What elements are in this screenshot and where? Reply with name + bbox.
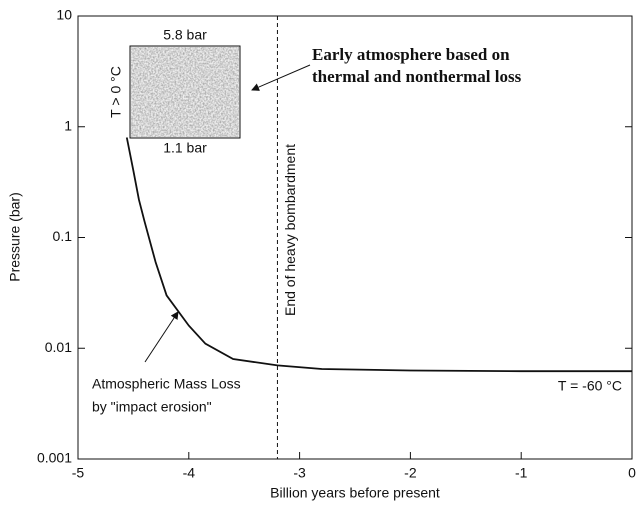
x-tick-label: -2 (404, 465, 417, 481)
y-tick-label: 10 (56, 7, 72, 23)
inset-side-label: T > 0 °C (108, 66, 124, 118)
annotation: Early atmosphere based on (312, 45, 510, 64)
annotation: Atmospheric Mass Loss (92, 376, 241, 392)
y-tick-label: 0.001 (37, 450, 72, 466)
inset-bottom-label: 1.1 bar (163, 140, 207, 156)
annotation: by "impact erosion" (92, 399, 212, 415)
x-tick-label: -1 (515, 465, 528, 481)
x-tick-label: 0 (628, 465, 636, 481)
inset: 5.8 bar 1.1 bar T > 0 °C (108, 27, 241, 156)
y-tick-label: 1 (64, 117, 72, 133)
x-tick-label: -3 (293, 465, 306, 481)
y-axis-label: Pressure (bar) (7, 192, 23, 281)
inset-top-label: 5.8 bar (163, 27, 207, 43)
y-tick-label: 0.1 (53, 228, 73, 244)
y-tick-label: 0.01 (45, 339, 72, 355)
reference-label: End of heavy bombardment (282, 144, 298, 316)
x-tick-label: -4 (183, 465, 196, 481)
annotation: thermal and nonthermal loss (312, 67, 522, 86)
arrow (251, 64, 311, 91)
x-tick-label: -5 (72, 465, 85, 481)
annotation: T = -60 °C (558, 378, 622, 394)
data-line (125, 137, 632, 373)
inset-texture (131, 47, 239, 137)
arrow (144, 311, 179, 363)
x-axis-label: Billion years before present (270, 485, 440, 501)
